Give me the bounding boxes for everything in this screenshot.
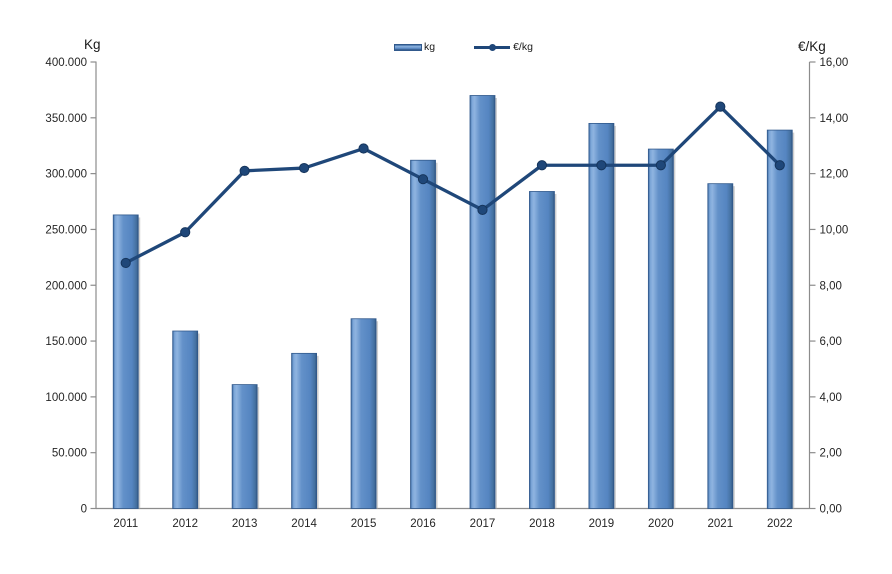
right-axis-tick-label: 0,00: [820, 504, 842, 516]
left-axis-tick-label: 300.000: [45, 169, 87, 181]
x-axis-label-2016: 2016: [410, 518, 436, 530]
x-axis-label-2020: 2020: [648, 518, 674, 530]
x-axis-label-2014: 2014: [291, 518, 317, 530]
legend-item-eur-kg: €/kg: [474, 41, 533, 53]
line-marker-2020: [655, 160, 666, 171]
bar-shadow: [732, 186, 735, 509]
line-marker-2022: [774, 160, 785, 171]
bar-2021: [707, 183, 734, 509]
left-axis-tick-label: 50.000: [52, 448, 87, 460]
bar-shadow: [435, 162, 438, 509]
bar-shadow: [494, 97, 497, 509]
line-marker-2018: [536, 160, 548, 171]
left-axis-tick-label: 400.000: [45, 57, 87, 69]
right-axis-tick-label: 2,00: [820, 448, 842, 460]
bar-shadow: [316, 355, 319, 509]
x-axis-label-2017: 2017: [470, 518, 496, 530]
x-axis-label-2015: 2015: [351, 518, 377, 530]
bar-shadow: [791, 132, 795, 509]
line-marker-2015: [358, 143, 369, 154]
bar-shadow: [197, 333, 200, 509]
bar-shadow: [553, 193, 557, 509]
bar-shadow: [375, 321, 379, 509]
left-axis-tick-label: 150.000: [45, 336, 87, 348]
bar-shadow: [256, 387, 260, 509]
line-marker-2019: [596, 160, 607, 171]
x-axis-label-2022: 2022: [767, 518, 793, 530]
right-axis-tick-label: 6,00: [820, 336, 842, 348]
right-axis-tick-label: 12,00: [820, 169, 849, 181]
x-axis-label-2012: 2012: [172, 518, 198, 530]
x-axis-label-2018: 2018: [529, 518, 555, 530]
line-marker-2021: [715, 101, 726, 112]
left-axis-tick-label: 0: [81, 504, 87, 516]
right-axis-tick-label: 4,00: [820, 392, 842, 404]
legend: kg €/kg: [394, 41, 533, 53]
bar-2014: [291, 352, 318, 509]
bar-series-swatch-icon: [394, 43, 422, 51]
line-marker-2016: [417, 174, 429, 185]
bar-shadow: [137, 217, 141, 509]
legend-item-kg: kg: [394, 41, 435, 53]
bar-2018: [529, 191, 555, 509]
x-axis-label-2021: 2021: [708, 518, 734, 530]
legend-label-eur-kg: €/kg: [513, 41, 533, 53]
left-axis-tick-label: 100.000: [45, 392, 87, 404]
line-marker-2017: [477, 204, 488, 216]
bar-2022: [766, 129, 793, 509]
right-axis-tick-label: 14,00: [820, 113, 849, 125]
x-axis-label-2011: 2011: [113, 518, 138, 530]
bar-2020: [647, 148, 674, 509]
line-series-swatch-icon: [474, 43, 511, 51]
left-axis-tick-label: 250.000: [45, 224, 87, 236]
line-marker-2014: [299, 162, 310, 174]
left-axis-tick-label: 350.000: [45, 113, 87, 125]
bar-2019: [588, 122, 615, 509]
bar-shadow: [613, 125, 616, 509]
bar-2017: [469, 95, 496, 509]
line-marker-2013: [239, 165, 250, 176]
bar-shadow: [672, 151, 676, 509]
left-axis-title: Kg: [84, 37, 101, 52]
x-axis-label-2013: 2013: [232, 518, 258, 530]
x-axis-label-2019: 2019: [589, 518, 615, 530]
right-axis-tick-label: 8,00: [820, 280, 842, 292]
eur-per-kg-line: [124, 105, 782, 265]
line-marker-2012: [180, 227, 191, 238]
bar-2015: [350, 318, 377, 509]
right-axis-title: €/Kg: [798, 39, 826, 54]
bar-2016: [410, 159, 436, 509]
right-axis-tick-label: 10,00: [820, 224, 849, 236]
right-axis-tick-label: 16,00: [820, 57, 849, 69]
line-marker-icon: [488, 43, 496, 51]
bar-2012: [172, 330, 199, 509]
legend-label-kg: kg: [424, 41, 436, 53]
bar-2013: [231, 384, 258, 509]
line-marker-2011: [120, 257, 131, 269]
left-axis-tick-label: 200.000: [45, 280, 87, 292]
